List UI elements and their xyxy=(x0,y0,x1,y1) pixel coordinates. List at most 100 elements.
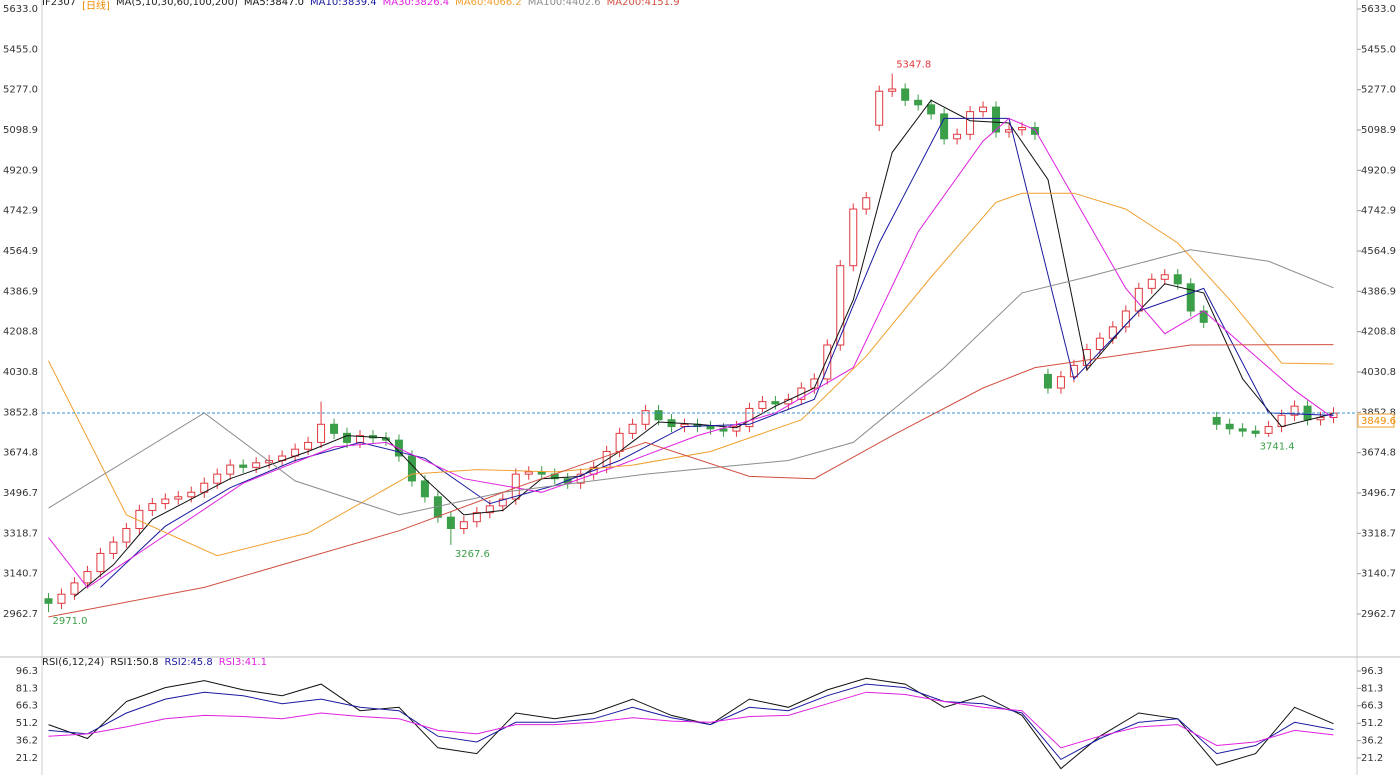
candle-body xyxy=(1121,310,1130,328)
candle-body xyxy=(524,471,533,475)
title: IF2307 xyxy=(42,0,77,8)
y-tick-label-left: 21.2 xyxy=(16,753,38,764)
y-tick-label-right: 2962.7 xyxy=(1361,609,1396,620)
legend-entry: MA30:3826.4 xyxy=(382,0,450,8)
series-line xyxy=(48,344,1334,618)
candle-body xyxy=(1238,428,1247,432)
candle-body xyxy=(628,423,637,434)
candle-body xyxy=(57,593,66,604)
candle-body xyxy=(901,88,910,101)
candle-body xyxy=(706,426,715,430)
legend-entry: MA60:4066.2 xyxy=(455,0,522,8)
candle-body xyxy=(1095,337,1104,351)
y-tick-label-right: 5277.0 xyxy=(1361,85,1396,96)
candle-body xyxy=(330,423,339,434)
candle-body xyxy=(472,512,481,523)
y-tick-label-left: 36.2 xyxy=(16,736,38,747)
candle-body xyxy=(1277,414,1286,428)
candle-body xyxy=(654,410,663,421)
y-tick-label-right: 4208.8 xyxy=(1361,327,1396,338)
candle-body xyxy=(927,104,936,115)
candle-body xyxy=(407,455,416,482)
series-line xyxy=(48,691,1334,749)
candle-body xyxy=(1043,373,1052,389)
candle-body xyxy=(109,541,118,554)
candle-body xyxy=(979,106,988,113)
y-tick-label-left: 5098.9 xyxy=(3,125,38,136)
y-tick-label-left: 3318.7 xyxy=(3,528,38,539)
y-tick-label-right: 3140.7 xyxy=(1361,569,1396,580)
candle-body xyxy=(1186,283,1195,312)
y-tick-label-left: 51.2 xyxy=(16,718,38,729)
candle-body xyxy=(187,491,196,498)
candle-body xyxy=(96,552,105,573)
candle-body xyxy=(1056,376,1065,389)
candle-body xyxy=(239,464,248,468)
candle-body xyxy=(174,496,183,500)
candle-body xyxy=(888,88,897,92)
y-tick-label-right: 4386.9 xyxy=(1361,286,1396,297)
y-tick-label-right: 4920.9 xyxy=(1361,165,1396,176)
y-tick-label-right: 21.2 xyxy=(1361,753,1383,764)
annotation: 3267.6 xyxy=(455,549,490,560)
candle-body xyxy=(446,516,455,530)
candle-body xyxy=(615,432,624,452)
candle-body xyxy=(1225,423,1234,430)
y-tick-label-right: 5455.0 xyxy=(1361,44,1396,55)
candle-body xyxy=(1264,426,1273,434)
candle-body xyxy=(122,528,131,543)
candle-body xyxy=(459,521,468,530)
period: [日线] xyxy=(82,1,110,12)
last-price-box xyxy=(1357,413,1395,428)
y-tick-label-right: 66.3 xyxy=(1361,701,1383,712)
candle-body xyxy=(148,503,157,511)
y-tick-label-right: 4564.9 xyxy=(1361,246,1396,257)
series-line xyxy=(74,99,1334,597)
y-tick-label-right: 3852.8 xyxy=(1361,407,1396,418)
y-tick-label-left: 2962.7 xyxy=(3,609,38,620)
candle-body xyxy=(1160,274,1169,280)
candle-body xyxy=(83,571,92,584)
y-tick-label-left: 4208.8 xyxy=(3,327,38,338)
annotation: 3741.4 xyxy=(1260,442,1295,453)
y-tick-label-left: 4564.9 xyxy=(3,246,38,257)
candle-body xyxy=(914,99,923,106)
legend-entry: RSI2:45.8 xyxy=(164,657,213,668)
candle-body xyxy=(317,423,326,443)
annotation: 5347.8 xyxy=(896,60,931,71)
candle-body xyxy=(1017,126,1026,131)
y-tick-label-left: 66.3 xyxy=(16,701,38,712)
legend-entry: MA5:3847.0 xyxy=(243,0,305,8)
candle-body xyxy=(226,464,235,475)
series-line xyxy=(48,249,1334,516)
candle-body xyxy=(1173,274,1182,285)
candle-body xyxy=(862,197,871,210)
candle-body xyxy=(252,462,261,468)
y-tick-label-left: 5277.0 xyxy=(3,85,38,96)
candle-body xyxy=(213,473,222,484)
y-tick-label-left: 96.3 xyxy=(16,666,38,677)
y-tick-label-left: 4030.8 xyxy=(3,367,38,378)
last-price-label: 3849.6 xyxy=(1361,416,1396,427)
y-tick-label-left: 81.3 xyxy=(16,683,38,694)
candle-body xyxy=(641,410,650,425)
y-tick-label-right: 3496.7 xyxy=(1361,488,1396,499)
candle-body xyxy=(44,598,53,604)
candle-body xyxy=(1069,364,1078,378)
series-line xyxy=(100,117,1334,588)
y-tick-label-right: 3318.7 xyxy=(1361,528,1396,539)
candle-body xyxy=(1316,416,1325,421)
y-tick-label-right: 4742.9 xyxy=(1361,206,1396,217)
candle-body xyxy=(823,344,832,380)
y-tick-label-right: 4030.8 xyxy=(1361,367,1396,378)
candle-body xyxy=(836,265,845,346)
y-tick-label-left: 3140.7 xyxy=(3,569,38,580)
candle-body xyxy=(771,401,780,405)
y-tick-label-right: 81.3 xyxy=(1361,683,1383,694)
y-tick-label-right: 5633.0 xyxy=(1361,4,1396,15)
y-tick-label-left: 5455.0 xyxy=(3,44,38,55)
candle-body xyxy=(1134,287,1143,312)
candle-body xyxy=(953,133,962,140)
main-header: IF2307 [日线] MA(5,10,30,60,100,200) MA5:3… xyxy=(42,0,680,12)
